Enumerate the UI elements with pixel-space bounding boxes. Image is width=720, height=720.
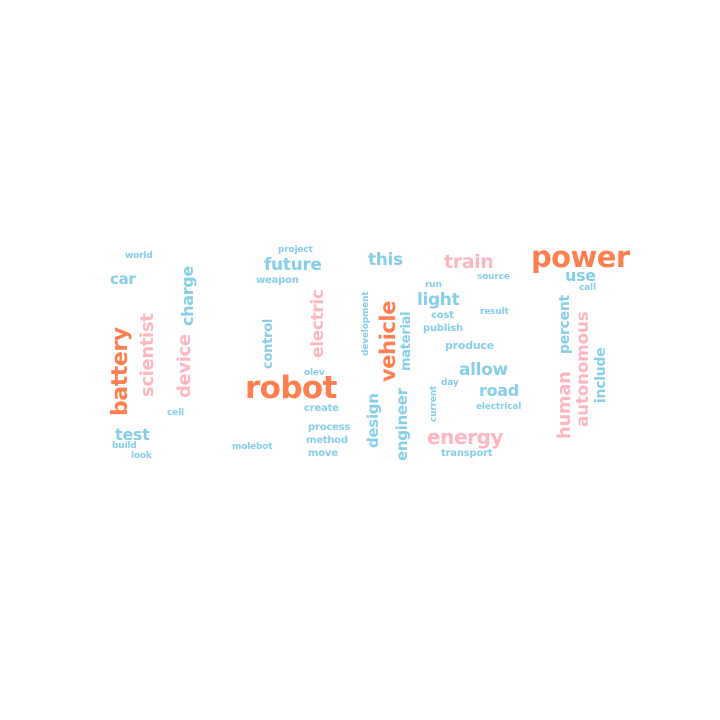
word-electric: electric	[308, 289, 328, 358]
word-device: device	[174, 334, 195, 398]
word-electrical: electrical	[476, 402, 522, 412]
word-look: look	[131, 451, 152, 461]
word-this: this	[368, 250, 403, 270]
word-weapon: weapon	[256, 275, 299, 286]
word-road: road	[479, 381, 519, 400]
word-engineer: engineer	[393, 388, 411, 461]
word-control: control	[261, 318, 276, 369]
word-molebot: molebot	[232, 442, 273, 452]
word-material: material	[399, 311, 414, 371]
word-design: design	[364, 393, 382, 448]
word-build: build	[112, 441, 137, 451]
word-current: current	[429, 385, 439, 422]
word-energy: energy	[427, 425, 504, 449]
word-charge: charge	[178, 266, 197, 326]
word-percent: percent	[557, 295, 573, 354]
word-battery: battery	[108, 327, 133, 416]
word-use: use	[565, 266, 596, 285]
word-move: move	[308, 448, 338, 459]
word-publish: publish	[423, 323, 463, 334]
word-robot: robot	[245, 370, 337, 406]
word-test: test	[115, 425, 150, 444]
word-method: method	[306, 435, 348, 446]
word-scientist: scientist	[137, 313, 158, 397]
word-create: create	[304, 403, 339, 414]
word-transport: transport	[441, 448, 493, 459]
word-project: project	[278, 245, 313, 255]
word-light: light	[417, 290, 460, 310]
word-world: world	[125, 251, 153, 261]
word-power: power	[531, 240, 630, 274]
word-day: day	[441, 378, 459, 388]
word-run: run	[425, 280, 442, 290]
word-process: process	[308, 422, 351, 433]
word-olev: olev	[304, 368, 325, 378]
word-cost: cost	[431, 310, 454, 321]
word-source: source	[477, 272, 510, 282]
word-cell: cell	[167, 408, 184, 418]
word-train: train	[444, 251, 494, 273]
word-call: call	[579, 283, 596, 293]
word-development: development	[361, 291, 371, 356]
word-human: human	[554, 371, 575, 439]
word-allow: allow	[459, 360, 508, 380]
word-produce: produce	[445, 339, 495, 352]
word-include: include	[593, 347, 609, 403]
word-car: car	[110, 270, 136, 288]
word-future: future	[264, 255, 322, 275]
word-vehicle: vehicle	[376, 300, 400, 382]
word-autonomous: autonomous	[573, 311, 593, 427]
word-result: result	[480, 307, 509, 317]
